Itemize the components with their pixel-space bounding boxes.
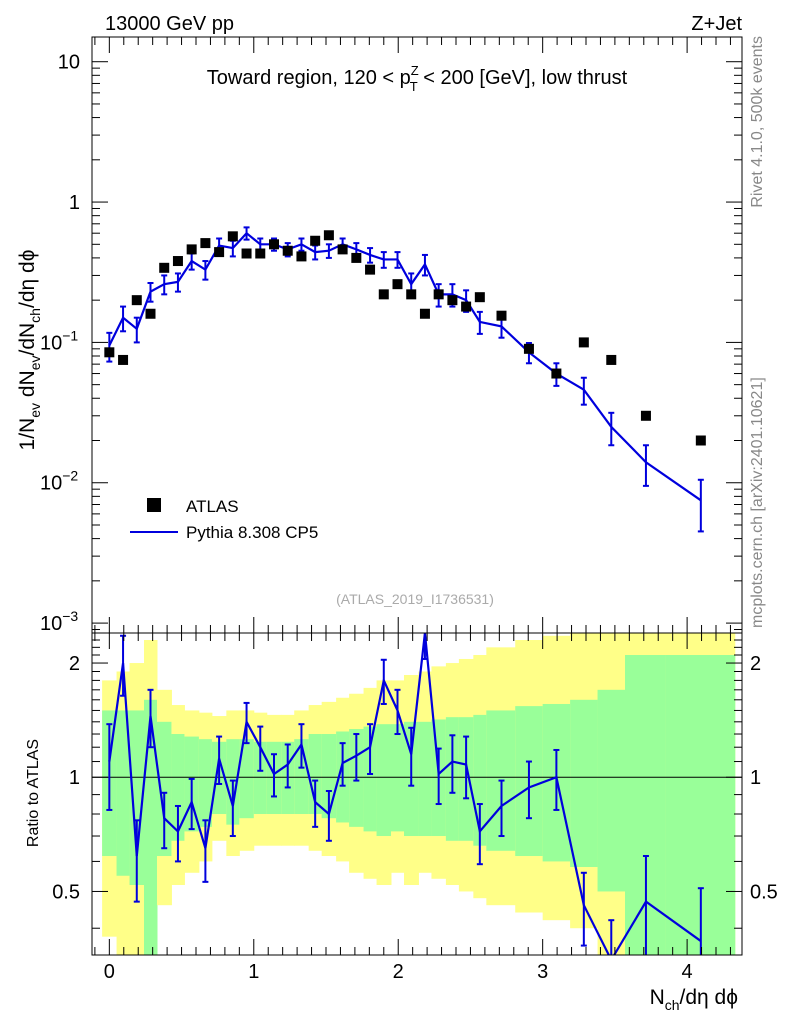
main-y-tick-label: 10−3 bbox=[40, 608, 78, 635]
x-axis-label: Nch/dη dϕ bbox=[650, 986, 738, 1013]
atlas-point bbox=[606, 354, 617, 365]
atlas-point bbox=[255, 248, 266, 259]
atlas-point bbox=[337, 244, 348, 255]
green-band-bin bbox=[239, 739, 255, 819]
atlas-point bbox=[310, 235, 321, 246]
main-title: Toward region, 120 < pZ T < 200 [GeV], lo… bbox=[207, 63, 628, 94]
main-y-axis-label: 1/Nev dNev/dNch/dη dϕ bbox=[16, 250, 43, 451]
main-title-post: < 200 [GeV], low thrust bbox=[418, 67, 628, 89]
atlas-point bbox=[104, 347, 115, 358]
atlas-point bbox=[419, 308, 430, 319]
main-title-pre: Toward region, 120 < p bbox=[207, 67, 411, 89]
atlas-point bbox=[496, 310, 507, 321]
atlas-point bbox=[365, 264, 376, 275]
green-band-bin bbox=[308, 734, 323, 815]
legend: ATLAS Pythia 8.308 CP5 bbox=[130, 497, 318, 542]
green-band-bin bbox=[570, 699, 599, 868]
pythia-line bbox=[108, 231, 702, 502]
ratio-y-tick-label-right: 2 bbox=[750, 653, 761, 675]
legend-atlas-label: ATLAS bbox=[186, 497, 239, 516]
atlas-point bbox=[523, 343, 534, 354]
main-plot-data bbox=[104, 226, 706, 533]
atlas-point bbox=[447, 295, 458, 306]
atlas-point bbox=[241, 248, 252, 259]
atlas-point bbox=[118, 354, 129, 365]
main-y-tick-label: 10 bbox=[58, 52, 80, 74]
main-y-tick-label: 10−2 bbox=[40, 468, 78, 495]
atlas-point bbox=[351, 252, 362, 263]
x-tick-label: 2 bbox=[393, 961, 404, 983]
atlas-point bbox=[131, 295, 142, 306]
green-band-bin bbox=[144, 699, 158, 955]
atlas-point bbox=[145, 308, 156, 319]
ratio-y-tick-label-left: 2 bbox=[69, 653, 80, 675]
green-band-bin bbox=[363, 726, 378, 832]
green-band-bin bbox=[597, 689, 626, 892]
main-y-tick-label: 10−1 bbox=[40, 327, 78, 354]
atlas-point bbox=[640, 410, 651, 421]
x-tick-label: 4 bbox=[682, 961, 693, 983]
atlas-point bbox=[282, 245, 293, 256]
atlas-point bbox=[172, 256, 183, 267]
atlas-point bbox=[227, 231, 238, 242]
axis-ticks: 10−3 10−2 10−1 1 10 0.5 0.5 1 1 2 2 0 1 2 3 4 bbox=[40, 37, 778, 983]
green-band-bin bbox=[376, 724, 392, 837]
main-title-sup: Z bbox=[411, 63, 419, 78]
green-band-bin bbox=[116, 710, 131, 876]
rivet-version-label: Rivet 4.1.0, 500k events bbox=[749, 36, 766, 208]
ratio-y-tick-label-right: 1 bbox=[750, 767, 761, 789]
atlas-point bbox=[406, 289, 417, 300]
main-panel-frame bbox=[91, 36, 743, 634]
main-title-sub: T bbox=[410, 79, 418, 94]
header-energy: 13000 GeV pp bbox=[105, 13, 234, 35]
atlas-point bbox=[392, 279, 403, 290]
green-band-bin bbox=[418, 721, 432, 837]
atlas-point bbox=[214, 247, 225, 258]
ratio-y-tick-label-right: 0.5 bbox=[750, 881, 778, 903]
header-process: Z+Jet bbox=[691, 13, 742, 35]
atlas-point bbox=[695, 435, 706, 446]
atlas-point bbox=[551, 368, 562, 379]
atlas-point bbox=[323, 230, 334, 241]
ratio-y-tick-label-left: 0.5 bbox=[52, 881, 80, 903]
x-tick-label: 3 bbox=[537, 961, 548, 983]
ratio-y-axis-label: Ratio to ATLAS bbox=[25, 739, 42, 847]
atlas-point bbox=[461, 301, 472, 312]
atlas-point bbox=[296, 251, 307, 262]
analysis-watermark: (ATLAS_2019_I1736531) bbox=[336, 591, 494, 607]
legend-atlas-marker bbox=[147, 498, 161, 512]
green-band-bin bbox=[171, 734, 185, 841]
atlas-point bbox=[433, 289, 444, 300]
green-band-bin bbox=[391, 724, 405, 832]
green-band-bin bbox=[253, 741, 268, 815]
x-tick-label: 1 bbox=[248, 961, 259, 983]
ratio-y-tick-label-left: 1 bbox=[69, 767, 80, 789]
main-y-tick-label: 1 bbox=[69, 192, 80, 214]
ratio-plot-data bbox=[106, 633, 704, 955]
atlas-point bbox=[159, 262, 170, 273]
ratio-panel-frame bbox=[91, 632, 743, 956]
mcplots-label: mcplots.cern.ch [arXiv:2401.10621] bbox=[749, 377, 766, 628]
green-band-bin bbox=[129, 710, 145, 885]
atlas-point bbox=[474, 292, 485, 303]
atlas-point bbox=[578, 337, 589, 348]
legend-pythia-label: Pythia 8.308 CP5 bbox=[186, 523, 318, 542]
atlas-point bbox=[186, 244, 197, 255]
green-band-bin bbox=[198, 739, 213, 827]
x-tick-label: 0 bbox=[104, 961, 115, 983]
atlas-point bbox=[269, 239, 279, 250]
atlas-point bbox=[200, 238, 211, 249]
atlas-point bbox=[378, 289, 389, 300]
